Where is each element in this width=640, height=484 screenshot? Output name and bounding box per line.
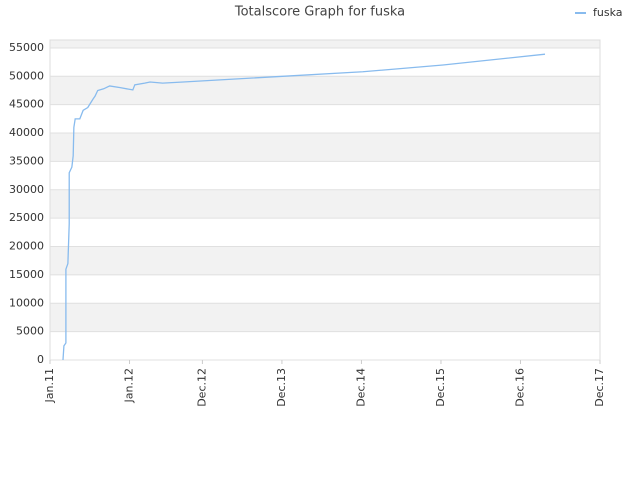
- x-tick-label: Dec.12: [195, 368, 208, 407]
- grid-band: [50, 161, 600, 190]
- y-tick-label: 55000: [9, 41, 44, 54]
- y-tick-label: 45000: [9, 98, 44, 111]
- y-tick-label: 50000: [9, 69, 44, 82]
- x-tick-label: Dec.13: [275, 368, 288, 407]
- grid-band: [50, 76, 600, 105]
- y-tick-label: 10000: [9, 296, 44, 309]
- legend-label: fuska: [593, 6, 623, 19]
- grid-band: [50, 189, 600, 219]
- x-tick-label: Jan.11: [43, 368, 56, 403]
- grid-band: [50, 40, 600, 48]
- grid-band: [50, 218, 600, 247]
- grid-band: [50, 133, 600, 162]
- grid-band: [50, 303, 600, 332]
- grid-band: [50, 331, 600, 360]
- grid-band: [50, 47, 600, 77]
- chart-title: Totalscore Graph for fuska: [234, 5, 405, 20]
- x-tick-label: Dec.15: [434, 368, 447, 407]
- grid-band: [50, 246, 600, 275]
- y-tick-label: 35000: [9, 154, 44, 167]
- x-tick-label: Dec.17: [593, 368, 606, 407]
- y-tick-label: 25000: [9, 211, 44, 224]
- y-tick-label: 5000: [16, 325, 44, 338]
- y-tick-label: 15000: [9, 268, 44, 281]
- y-tick-label: 20000: [9, 240, 44, 253]
- y-tick-label: 40000: [9, 126, 44, 139]
- y-tick-label: 0: [37, 353, 44, 366]
- x-tick-label: Dec.14: [354, 368, 367, 407]
- data-line: [62, 53, 546, 361]
- grid-band: [50, 104, 600, 134]
- x-tick-label: Dec.16: [513, 368, 526, 407]
- grid-band: [50, 274, 600, 304]
- x-tick-label: Jan.12: [123, 368, 136, 403]
- y-tick-label: 30000: [9, 183, 44, 196]
